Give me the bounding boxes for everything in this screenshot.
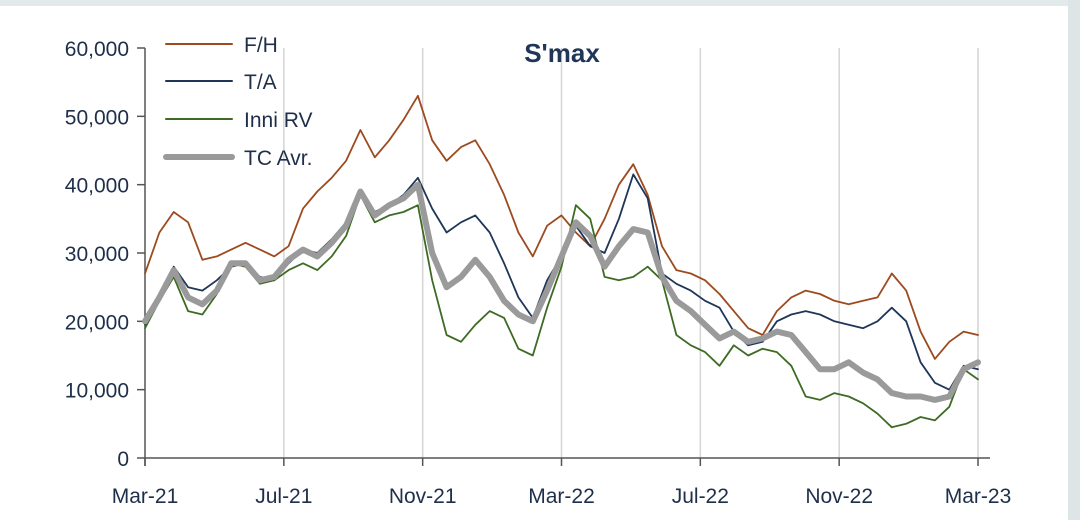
legend: F/H T/A Inni RV TC Avr.: [163, 34, 313, 170]
legend-label: F/H: [244, 34, 278, 57]
series-lines: [142, 94, 981, 429]
x-tick-label: Jul-21: [255, 485, 312, 508]
series-line-tc-avr: [142, 181, 981, 403]
legend-label: TC Avr.: [244, 147, 312, 170]
y-tick-label: 60,000: [65, 38, 129, 61]
y-tick-label: 40,000: [65, 175, 129, 198]
y-tick-label: 20,000: [65, 311, 129, 334]
x-tick-label: Nov-22: [805, 485, 873, 508]
right-border: [1068, 0, 1080, 520]
top-border: [0, 0, 1080, 6]
series-line-inni-rv: [144, 193, 979, 429]
x-tick-label: Nov-21: [389, 485, 457, 508]
gridlines: [283, 48, 979, 458]
y-tick-labels: 0 10,000 20,000 30,000 40,000 50,000 60,000: [65, 38, 129, 471]
x-tick-labels: Mar-21 Jul-21 Nov-21 Mar-22 Jul-22 Nov-22 Mar-…: [112, 485, 1012, 508]
legend-label: Inni RV: [244, 109, 313, 132]
y-tick-label: 10,000: [65, 380, 129, 403]
x-tick-label: Mar-23: [945, 485, 1012, 508]
y-tick-label: 30,000: [65, 243, 129, 266]
x-tick-label: Mar-22: [528, 485, 595, 508]
series-line-f-h: [144, 94, 979, 360]
chart-title: S'max: [524, 38, 600, 68]
y-tick-label: 0: [117, 448, 129, 471]
y-tick-label: 50,000: [65, 106, 129, 129]
x-tick-label: Mar-21: [112, 485, 179, 508]
x-tick-label: Jul-22: [672, 485, 729, 508]
legend-label: T/A: [244, 71, 277, 94]
